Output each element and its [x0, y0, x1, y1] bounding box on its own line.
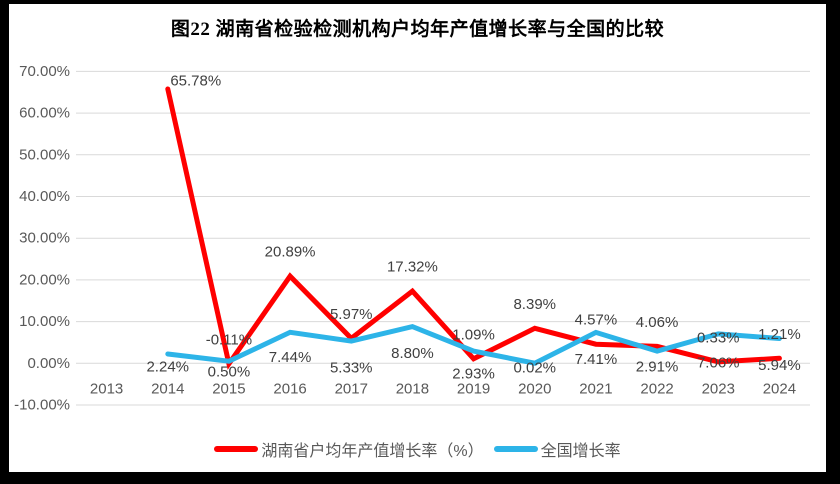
data-label: 5.97% [330, 306, 373, 323]
data-label: 0.02% [513, 360, 556, 377]
line-chart: 70.00% 60.00% 50.00% 40.00% 30.00% 20.00% 10.0… [14, 63, 810, 414]
y-tick-label: 10.00% [19, 313, 70, 330]
data-label: 20.89% [265, 244, 316, 261]
data-label: 4.06% [636, 314, 679, 331]
data-label: 7.06% [697, 354, 740, 371]
data-label: 2.93% [452, 366, 495, 383]
y-tick-label: 20.00% [19, 271, 70, 288]
x-tick-label: 2019 [457, 381, 490, 398]
x-tick-label: 2021 [579, 381, 612, 398]
x-tick-label: 2015 [212, 381, 245, 398]
data-label: -0.11% [206, 331, 252, 348]
legend-item-hunan: 湖南省户均年产值增长率（%） [214, 437, 484, 461]
gridlines [76, 70, 810, 406]
x-axis-tick-labels: 2013 2014 2015 2016 2017 2018 2019 2020 2021 2022… [90, 381, 796, 398]
chart-legend: 湖南省户均年产值增长率（%） 全国增长率 [9, 437, 826, 461]
y-axis-tick-labels: 70.00% 60.00% 50.00% 40.00% 30.00% 20.00% 10.0… [14, 63, 70, 414]
legend-label-national: 全国增长率 [540, 443, 621, 460]
data-label: 1.09% [452, 326, 495, 343]
data-label: 5.94% [758, 357, 801, 374]
legend-swatch-hunan-icon [214, 446, 259, 452]
y-tick-label: 50.00% [19, 146, 70, 163]
series-line-hunan [165, 86, 782, 370]
x-tick-label: 2020 [518, 381, 551, 398]
data-label: 7.41% [575, 351, 618, 368]
legend-swatch-national-icon [493, 446, 538, 452]
data-labels-hunan: 65.78% -0.11% 20.89% 5.97% 17.32% 1.09% 8.39% 4… [170, 72, 800, 348]
data-label: 7.44% [269, 349, 312, 366]
y-tick-label: 0.00% [27, 355, 70, 372]
chart-panel: 图22 湖南省检验检测机构户均年产值增长率与全国的比较 70.00% 60.00%… [9, 4, 826, 472]
legend-label-hunan: 湖南省户均年产值增长率（%） [261, 443, 484, 460]
chart-title: 图22 湖南省检验检测机构户均年产值增长率与全国的比较 [170, 19, 665, 40]
y-tick-label: -10.00% [14, 397, 70, 414]
data-label: 0.50% [208, 364, 251, 381]
data-labels-national: 2.24% 0.50% 7.44% 5.33% 8.80% 2.93% 0.02% 7.41%… [146, 345, 800, 382]
data-label: 2.24% [146, 358, 189, 375]
x-tick-label: 2022 [640, 381, 673, 398]
data-label: 5.33% [330, 360, 373, 377]
x-tick-label: 2018 [396, 381, 429, 398]
x-tick-label: 2016 [273, 381, 306, 398]
data-label: 17.32% [387, 259, 438, 276]
x-tick-label: 2013 [90, 381, 123, 398]
y-tick-label: 70.00% [19, 63, 70, 80]
y-tick-label: 40.00% [19, 188, 70, 205]
data-label: 4.57% [575, 312, 618, 329]
legend-item-national: 全国增长率 [493, 437, 621, 461]
data-label: 8.39% [513, 296, 556, 313]
data-label: 65.78% [170, 72, 221, 89]
series-line-national [165, 323, 782, 366]
x-tick-label: 2014 [151, 381, 184, 398]
data-label: 1.21% [758, 326, 801, 343]
data-label: 8.80% [391, 345, 434, 362]
x-tick-label: 2017 [335, 381, 368, 398]
y-tick-label: 30.00% [19, 230, 70, 247]
data-label: 0.33% [697, 329, 740, 346]
x-tick-label: 2024 [763, 381, 796, 398]
y-tick-label: 60.00% [19, 105, 70, 122]
data-label: 2.91% [636, 359, 679, 376]
x-tick-label: 2023 [702, 381, 735, 398]
